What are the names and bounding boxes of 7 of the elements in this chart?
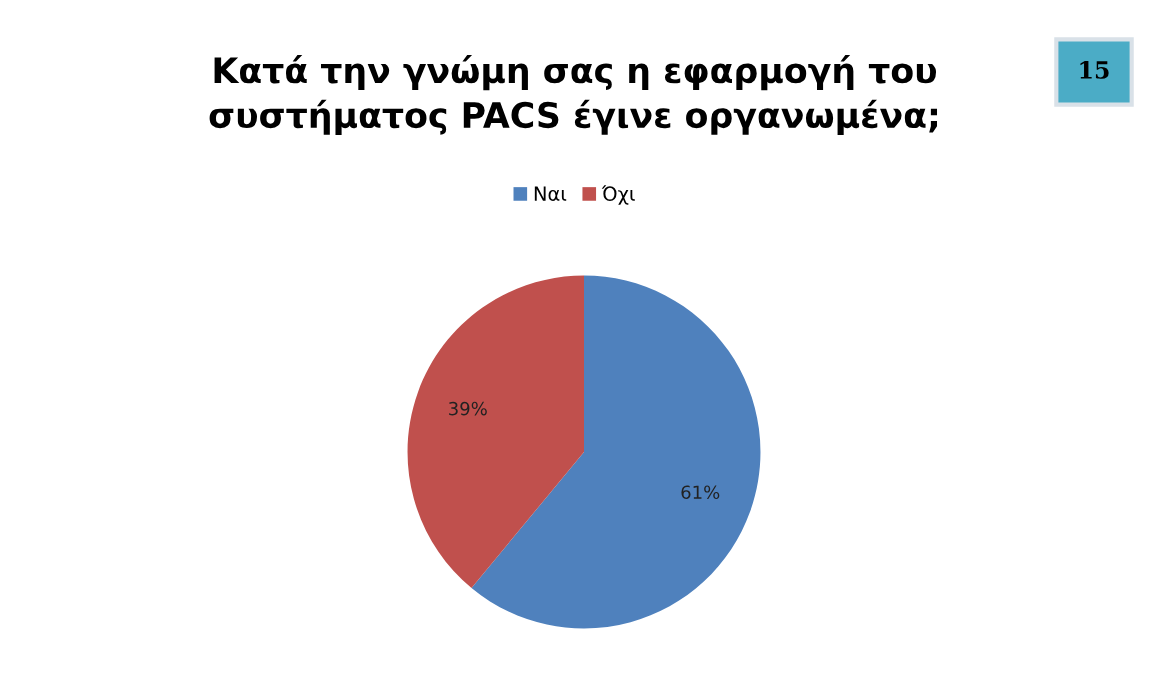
- chart-title: Κατά την γνώμη σας η εφαρμογή του συστήματος PACS έγινε οργανωμένα;: [209, 55, 938, 135]
- legend-label: Όχι: [601, 185, 635, 205]
- pie-slice: [407, 275, 584, 588]
- text: 15: [1080, 60, 1109, 79]
- data-label: 61%: [681, 485, 720, 500]
- data-label: 39%: [449, 401, 487, 416]
- legend-label: Ναι: [534, 186, 567, 201]
